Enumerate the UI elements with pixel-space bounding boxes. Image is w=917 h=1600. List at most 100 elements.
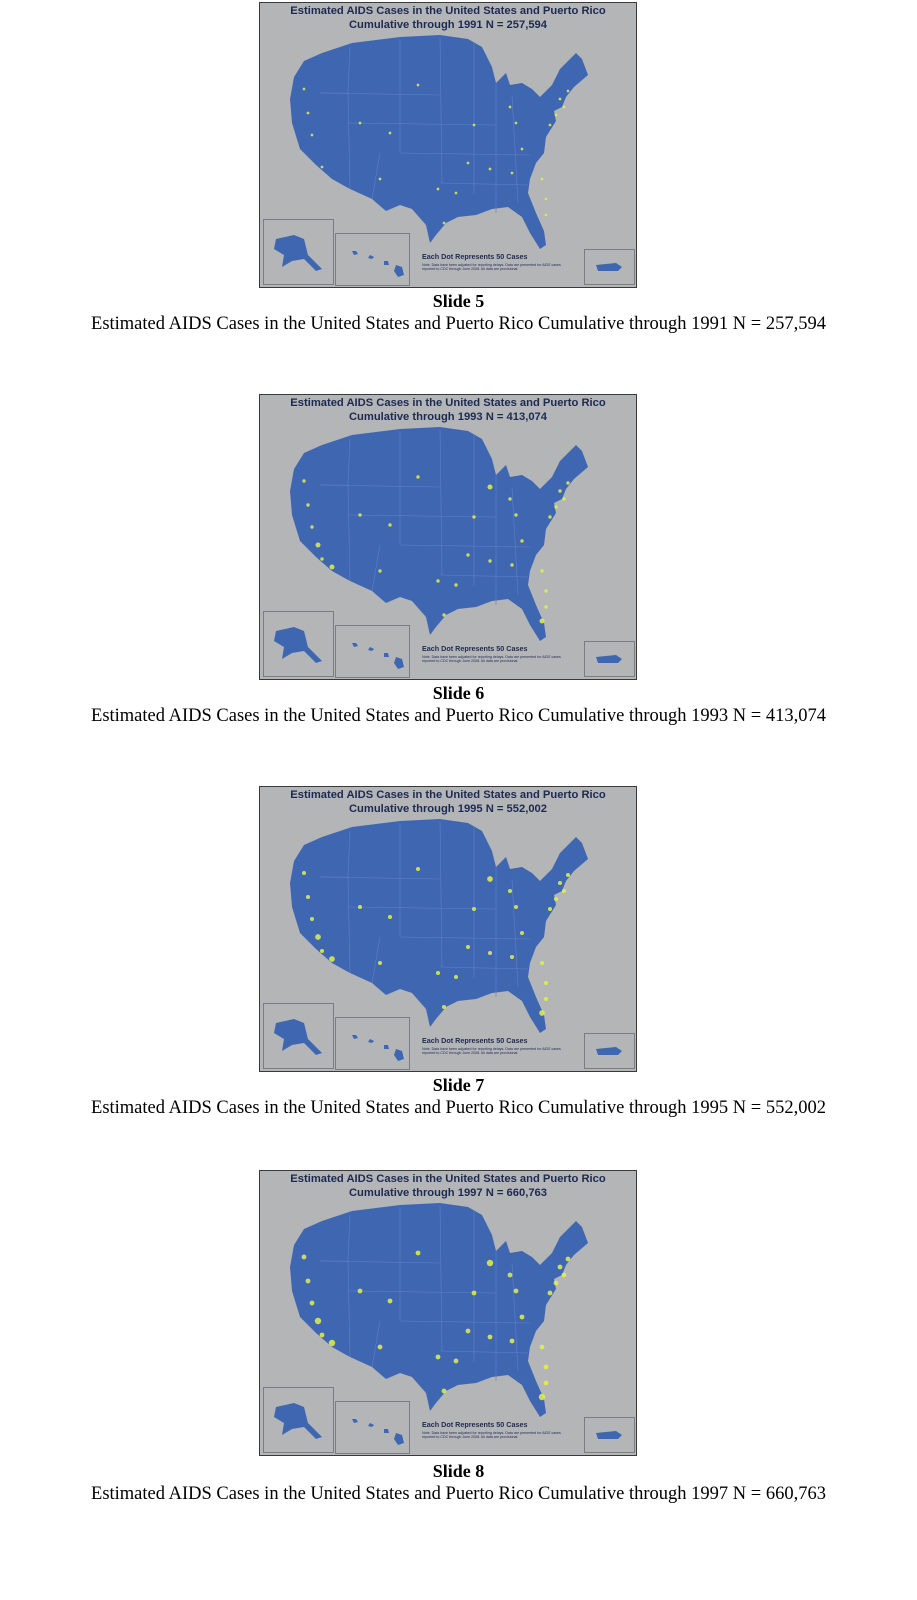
case-dot [358, 513, 362, 517]
map-title-line1: Estimated AIDS Cases in the United State… [290, 5, 606, 17]
us-map [274, 427, 622, 669]
case-dot [415, 1250, 421, 1256]
case-dot [509, 954, 515, 960]
case-dot [540, 569, 544, 573]
hawaii-shape [352, 1419, 404, 1445]
case-dot [472, 123, 476, 127]
case-dot [548, 515, 552, 519]
case-dot [301, 870, 307, 876]
state-border [399, 936, 531, 940]
case-dot [488, 167, 492, 171]
case-dot [387, 914, 393, 920]
alaska-shape [274, 235, 322, 271]
case-dot [539, 618, 545, 624]
case-dot [306, 111, 310, 115]
case-dot [508, 497, 512, 501]
hawaii-shape [352, 251, 404, 277]
case-dot [454, 191, 458, 195]
state-border [347, 122, 497, 126]
case-dot [309, 1300, 315, 1306]
alaska-inset [263, 611, 334, 677]
case-dot [357, 1288, 363, 1294]
state-border [347, 1260, 351, 1358]
case-dot [471, 906, 477, 912]
case-dot [302, 479, 306, 483]
case-dot [378, 569, 382, 573]
case-dot [487, 876, 493, 882]
legend-note: Note. Data have been adjusted for report… [422, 1431, 561, 1440]
hawaii-inset [335, 1401, 410, 1454]
case-dot [543, 1364, 549, 1370]
legend-note: Note. Data have been adjusted for report… [422, 1047, 561, 1056]
case-dot [466, 161, 470, 165]
slide-caption: Estimated AIDS Cases in the United State… [91, 1484, 826, 1504]
legend-title: Each Dot Represents 50 Cases [422, 644, 528, 653]
case-dot [319, 1332, 325, 1338]
slide-caption: Estimated AIDS Cases in the United State… [91, 706, 826, 726]
case-dot [416, 83, 420, 87]
case-dot [454, 583, 458, 587]
case-dot [453, 1358, 459, 1364]
case-dot [510, 171, 514, 175]
case-dot [472, 515, 476, 519]
slide-label: Slide 7 [432, 1075, 485, 1095]
case-dot [543, 996, 549, 1002]
slide-image: Estimated AIDS Cases in the United State… [259, 786, 637, 1072]
case-dot [328, 1339, 336, 1347]
case-dot [514, 121, 518, 125]
case-dot [436, 187, 440, 191]
alaska-inset [263, 1003, 334, 1069]
case-dot [520, 147, 524, 151]
case-dot [329, 564, 335, 570]
case-dot [513, 1288, 519, 1294]
case-dot [315, 934, 321, 940]
case-dot [488, 559, 492, 563]
slide-caption: Estimated AIDS Cases in the United State… [91, 1098, 826, 1118]
us-map [274, 819, 622, 1061]
slide-label: Slide 8 [432, 1461, 485, 1481]
case-dot [377, 960, 383, 966]
case-dot [315, 542, 321, 548]
state-border [439, 1204, 443, 1352]
puerto-rico-inset [584, 1033, 635, 1069]
hawaii-shape [352, 1035, 404, 1061]
alaska-shape [274, 627, 322, 663]
slide-caption: Estimated AIDS Cases in the United State… [91, 314, 826, 334]
hawaii-inset [335, 625, 410, 678]
contiguous-us-shape [290, 819, 588, 1033]
case-dot [544, 197, 548, 201]
state-border [371, 936, 381, 984]
case-dot [544, 213, 548, 217]
map-legend: Each Dot Represents 50 Cases Note. Data … [422, 644, 572, 664]
hawaii-inset [335, 233, 410, 286]
state-border [399, 1320, 531, 1324]
state-border [439, 428, 443, 576]
case-dot [539, 1010, 545, 1016]
case-dot [547, 906, 553, 912]
puerto-rico-shape [596, 1431, 622, 1439]
state-border [439, 966, 529, 970]
case-dot [310, 133, 314, 137]
map-title: Estimated AIDS Cases in the United State… [260, 1173, 636, 1200]
map-legend: Each Dot Represents 50 Cases Note. Data … [422, 252, 572, 272]
case-dot [487, 950, 493, 956]
map-title-line1: Estimated AIDS Cases in the United State… [290, 397, 606, 409]
slide-image: Estimated AIDS Cases in the United State… [259, 1170, 637, 1456]
hawaii-shape [352, 643, 404, 669]
case-dot [539, 960, 545, 966]
case-dot [557, 1264, 563, 1270]
state-border [439, 36, 443, 184]
case-dot [508, 105, 512, 109]
case-dot [538, 1393, 546, 1401]
case-dot [557, 880, 563, 886]
case-dot [554, 113, 558, 117]
case-dot [554, 505, 558, 509]
slide-label: Slide 5 [432, 291, 485, 311]
state-border [319, 484, 441, 488]
contiguous-us-shape [290, 1203, 588, 1417]
case-dot [319, 948, 325, 954]
state-border [319, 876, 441, 880]
case-dot [507, 888, 513, 894]
case-dot [320, 165, 324, 169]
case-dot [562, 105, 566, 109]
